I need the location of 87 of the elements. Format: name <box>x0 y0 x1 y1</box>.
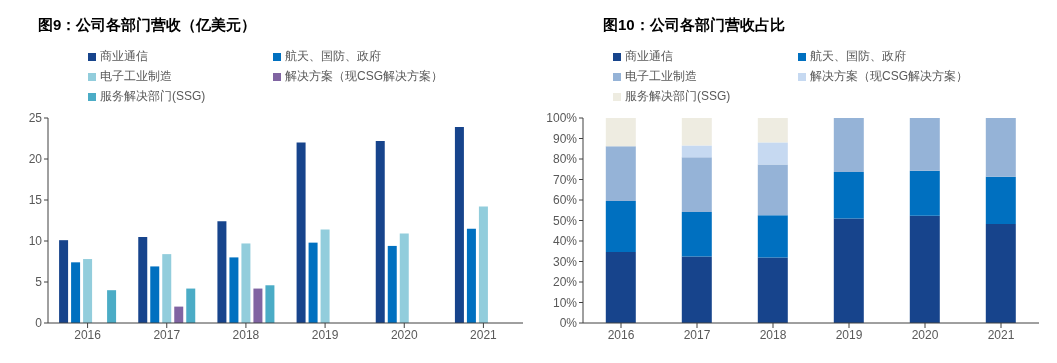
bar <box>296 142 306 323</box>
chart-title: 图10：公司各部门营收占比 <box>603 16 786 35</box>
legend-label: 解决方案（现CSG解决方案） <box>285 68 444 85</box>
y-tick-label: 15 <box>28 193 43 208</box>
bar <box>162 254 172 323</box>
bar <box>454 127 464 323</box>
bar <box>138 236 148 323</box>
bar <box>833 171 864 219</box>
x-tick-label: 2020 <box>911 327 939 342</box>
y-tick-label: 50% <box>552 213 578 228</box>
bar <box>186 288 196 323</box>
bar <box>229 257 239 323</box>
y-tick-label: 0 <box>35 316 43 331</box>
bar <box>83 259 93 323</box>
x-tick-label: 2021 <box>987 327 1015 342</box>
legend-label: 航天、国防、政府 <box>810 48 906 65</box>
y-tick-label: 40% <box>552 234 578 249</box>
bar <box>985 118 1016 177</box>
bar <box>265 285 275 323</box>
y-tick-label: 80% <box>552 152 578 167</box>
bar <box>757 257 788 323</box>
legend-label: 航天、国防、政府 <box>285 48 381 65</box>
bar <box>59 240 69 323</box>
bar <box>909 215 940 323</box>
bar <box>681 256 712 323</box>
bar <box>757 164 788 216</box>
x-tick-label: 2016 <box>607 327 635 342</box>
y-tick-label: 25 <box>28 111 43 126</box>
bar <box>605 146 636 202</box>
x-tick-label: 2019 <box>835 327 863 342</box>
bar <box>605 201 636 253</box>
legend-label: 服务解决部门(SSG) <box>625 88 731 105</box>
bar <box>681 118 712 146</box>
legend-label: 电子工业制造 <box>100 68 172 85</box>
bar <box>909 170 940 216</box>
legend-label: 电子工业制造 <box>625 68 697 85</box>
bar <box>217 221 227 323</box>
bar <box>833 118 864 172</box>
bar <box>757 215 788 258</box>
y-tick-label: 20 <box>28 152 43 167</box>
bar <box>71 262 81 323</box>
y-tick-label: 5 <box>35 275 43 290</box>
bar <box>681 145 712 158</box>
legend-label: 服务解决部门(SSG) <box>100 88 206 105</box>
legend-label: 商业通信 <box>100 48 148 65</box>
y-tick-label: 20% <box>552 275 578 290</box>
bar <box>174 306 184 323</box>
bar <box>757 118 788 143</box>
bar <box>150 266 160 323</box>
x-tick-label: 2016 <box>74 327 102 342</box>
bar <box>909 118 940 171</box>
bar <box>375 140 385 323</box>
x-tick-label: 2021 <box>470 327 498 342</box>
x-tick-label: 2018 <box>759 327 787 342</box>
bar <box>681 212 712 257</box>
x-tick-label: 2019 <box>311 327 339 342</box>
bar <box>833 218 864 323</box>
x-tick-label: 2017 <box>153 327 181 342</box>
y-tick-label: 10% <box>552 295 578 310</box>
y-tick-label: 30% <box>552 254 578 269</box>
y-tick-label: 60% <box>552 193 578 208</box>
chart-title: 图9：公司各部门营收（亿美元） <box>38 16 258 35</box>
x-tick-label: 2018 <box>232 327 260 342</box>
legend-label: 解决方案（现CSG解决方案） <box>810 68 969 85</box>
legend-label: 商业通信 <box>625 48 673 65</box>
bar <box>478 206 488 323</box>
y-tick-label: 90% <box>552 131 578 146</box>
x-tick-label: 2017 <box>683 327 711 342</box>
bar <box>681 157 712 213</box>
bar <box>253 288 263 323</box>
bar <box>107 290 117 323</box>
bar <box>387 245 397 323</box>
y-tick-label: 100% <box>546 111 578 126</box>
bar <box>399 233 409 323</box>
bar <box>605 118 636 147</box>
y-tick-label: 0% <box>559 316 578 331</box>
bar <box>308 242 318 323</box>
bar <box>985 223 1016 323</box>
bar <box>241 243 251 323</box>
y-tick-label: 70% <box>552 172 578 187</box>
bar <box>320 229 330 323</box>
bar <box>757 142 788 165</box>
bar <box>985 176 1016 224</box>
bar <box>605 252 636 323</box>
bar <box>466 228 476 323</box>
y-tick-label: 10 <box>28 234 43 249</box>
x-tick-label: 2020 <box>390 327 418 342</box>
